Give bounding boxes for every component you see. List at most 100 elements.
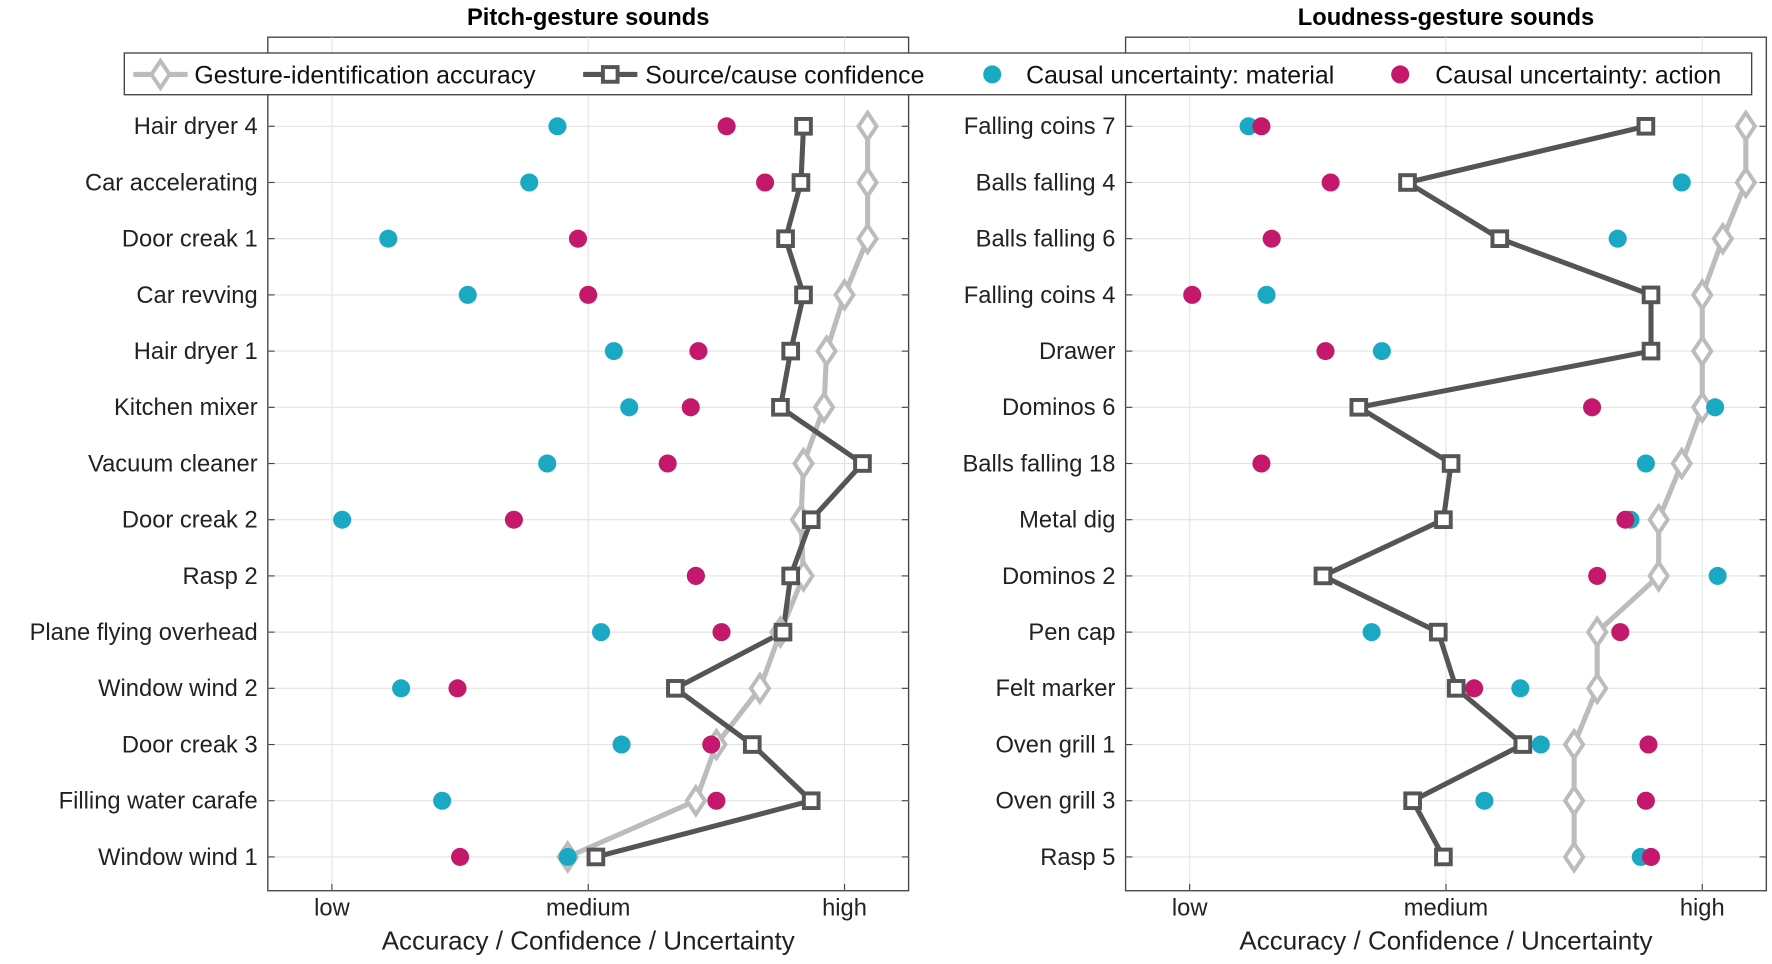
legend-box xyxy=(123,52,1753,96)
y-tick-label: Car accelerating xyxy=(85,170,258,196)
confidence-marker xyxy=(773,622,793,642)
y-tick-label: Door creak 3 xyxy=(122,732,258,758)
action-point xyxy=(1611,623,1630,642)
action-point xyxy=(1465,679,1484,698)
y-tick-label: Window wind 2 xyxy=(98,676,257,702)
action-point xyxy=(686,566,705,585)
legend-accuracy-marker xyxy=(149,57,172,92)
legend-label: Causal uncertainty: material xyxy=(1026,62,1334,89)
confidence-marker xyxy=(1641,341,1661,361)
accuracy-marker xyxy=(1647,502,1671,537)
material-point xyxy=(612,735,631,754)
legend-label: Causal uncertainty: action xyxy=(1435,62,1721,89)
confidence-marker xyxy=(1349,398,1369,417)
action-point xyxy=(689,342,708,361)
y-tick-label: Falling coins 7 xyxy=(964,114,1116,140)
material-point xyxy=(1239,117,1258,136)
action-point xyxy=(1639,735,1658,754)
confidence-marker xyxy=(666,679,685,698)
confidence-marker xyxy=(1441,454,1461,473)
material-point xyxy=(1636,454,1655,473)
confidence-marker xyxy=(771,398,790,417)
accuracy-marker xyxy=(856,221,880,256)
material-point xyxy=(1511,679,1530,698)
x-tick-label: low xyxy=(1172,896,1208,922)
confidence-marker xyxy=(781,566,801,586)
panel-2: low medium high Falling coins 7 Balls fallin… xyxy=(962,5,1768,955)
material-point xyxy=(558,847,577,866)
material-point xyxy=(520,173,539,192)
y-tick-label: Door creak 2 xyxy=(122,508,258,534)
accuracy-marker xyxy=(815,334,839,369)
action-point xyxy=(681,398,700,417)
confidence-marker xyxy=(801,791,821,811)
action-point xyxy=(702,735,721,754)
legend-label: Source/cause confidence xyxy=(645,62,924,89)
x-axis-label: Accuracy / Confidence / Uncertainty xyxy=(1239,925,1652,955)
panel-title: Pitch-gesture sounds xyxy=(467,5,709,31)
y-tick-label: Vacuum cleaner xyxy=(88,451,258,477)
y-tick-label: Dominos 6 xyxy=(1002,395,1115,421)
confidence-marker xyxy=(1398,173,1417,192)
confidence-marker xyxy=(1428,622,1448,642)
accuracy-marker xyxy=(684,783,708,818)
y-tick-label: Balls falling 4 xyxy=(976,170,1116,196)
accuracy-marker xyxy=(1562,839,1586,875)
action-point xyxy=(1588,566,1607,585)
material-point xyxy=(1362,623,1381,642)
confidence-marker xyxy=(781,341,801,361)
action-point xyxy=(504,510,523,529)
x-tick-label: medium xyxy=(1404,896,1488,922)
confidence-marker xyxy=(1403,791,1422,811)
confidence-marker xyxy=(1434,510,1453,530)
y-tick-label: Balls falling 18 xyxy=(962,451,1115,477)
accuracy-marker xyxy=(856,109,880,144)
confidence-marker xyxy=(1446,679,1466,698)
action-point xyxy=(1321,173,1340,192)
confidence-marker xyxy=(1513,735,1533,754)
accuracy-marker xyxy=(1562,727,1586,762)
action-point xyxy=(717,117,736,136)
accuracy-marker xyxy=(1734,165,1758,200)
y-tick-label: Hair dryer 1 xyxy=(134,339,258,365)
x-tick-label: high xyxy=(822,896,867,922)
y-tick-label: Oven grill 1 xyxy=(995,732,1115,758)
legend-action-marker xyxy=(1391,65,1410,84)
y-tick-label: Oven grill 3 xyxy=(995,789,1115,815)
y-tick-label: Metal dig xyxy=(1019,508,1115,534)
accuracy-marker xyxy=(748,671,772,706)
y-tick-label: Filling water carafe xyxy=(59,789,258,815)
confidence-marker xyxy=(1490,229,1510,248)
confidence-line xyxy=(1317,123,1654,859)
accuracy-marker xyxy=(1711,221,1735,256)
y-tick-label: Door creak 1 xyxy=(122,227,258,253)
confidence-marker xyxy=(1434,847,1453,867)
y-tick-label: Window wind 1 xyxy=(98,845,257,871)
y-tick-label: Plane flying overhead xyxy=(30,620,258,646)
action-point xyxy=(1616,510,1635,529)
action-point xyxy=(658,454,677,473)
confidence-marker xyxy=(1636,116,1656,136)
y-tick-label: Car revving xyxy=(136,283,257,309)
legend: Gesture-identification accuracy Source/ca… xyxy=(123,52,1753,96)
y-tick-label: Rasp 5 xyxy=(1040,845,1115,871)
confidence-marker xyxy=(1313,566,1333,586)
material-point xyxy=(1531,735,1550,754)
action-point xyxy=(568,229,588,248)
action-point xyxy=(1583,398,1602,417)
accuracy-marker xyxy=(1690,277,1714,312)
material-point xyxy=(379,229,398,248)
material-point xyxy=(458,285,477,304)
material-point xyxy=(1257,285,1276,304)
confidence-line xyxy=(595,126,867,860)
action-point xyxy=(1183,285,1202,304)
y-tick-label: Falling coins 4 xyxy=(964,283,1116,309)
action-point xyxy=(1316,342,1335,361)
panel-title: Loudness-gesture sounds xyxy=(1298,5,1594,31)
material-point xyxy=(392,679,411,698)
confidence-marker xyxy=(776,229,795,248)
confidence-marker xyxy=(801,510,821,530)
confidence-marker xyxy=(794,116,813,136)
action-point xyxy=(1252,454,1271,473)
legend-material-marker xyxy=(983,65,1002,84)
